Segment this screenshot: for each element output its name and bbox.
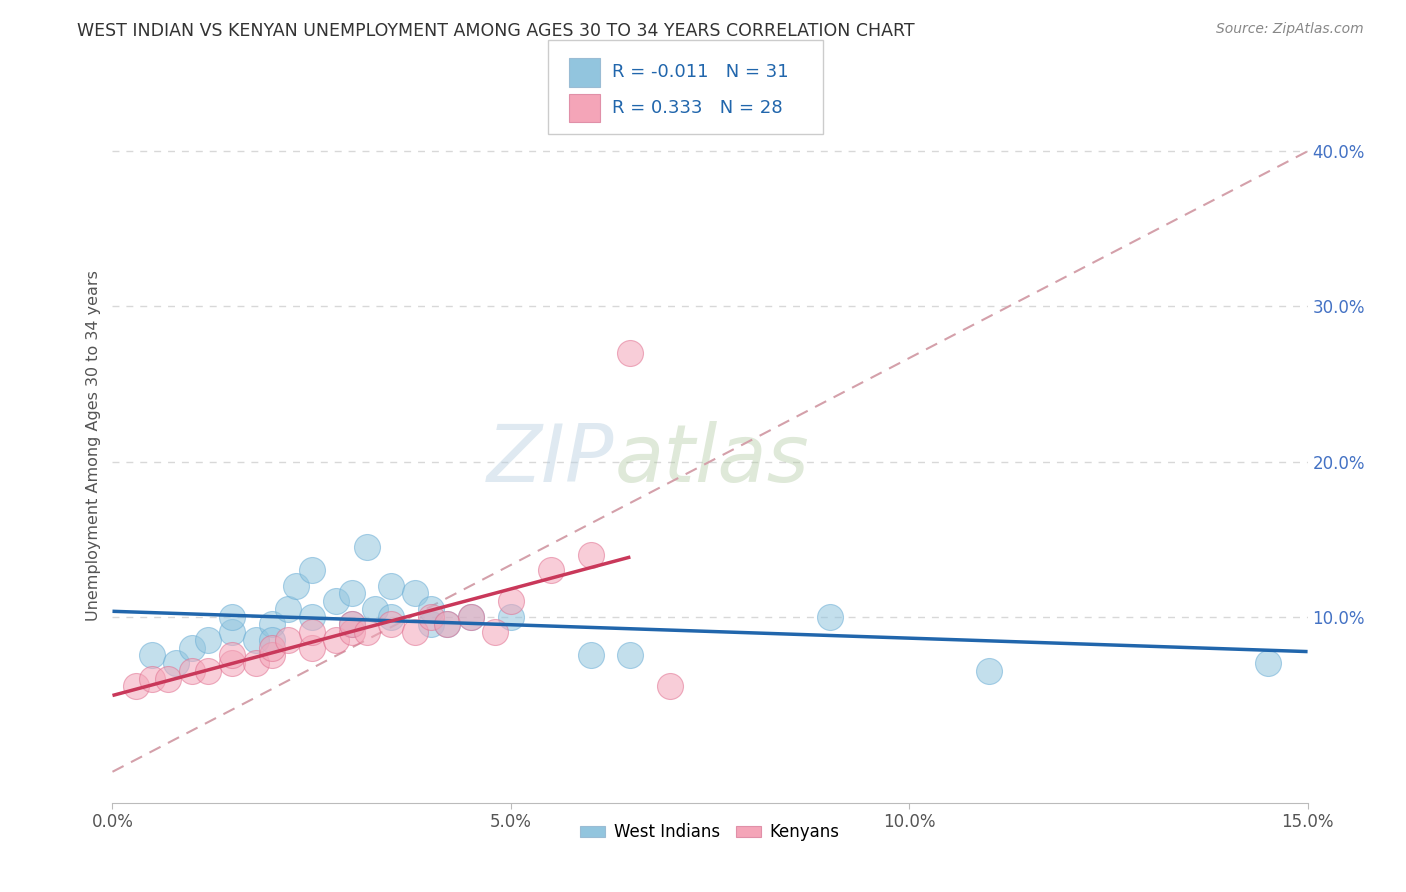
Point	[380, 617, 402, 632]
Point	[356, 540, 378, 554]
Point	[277, 602, 299, 616]
Point	[221, 648, 243, 663]
Point	[540, 563, 562, 577]
Text: R = 0.333   N = 28: R = 0.333 N = 28	[612, 99, 782, 117]
Point	[1257, 656, 1279, 670]
Point	[301, 625, 323, 640]
Point	[404, 586, 426, 600]
Point	[818, 609, 841, 624]
Point	[340, 617, 363, 632]
Text: Source: ZipAtlas.com: Source: ZipAtlas.com	[1216, 22, 1364, 37]
Point	[420, 602, 443, 616]
Point	[340, 625, 363, 640]
Point	[579, 548, 602, 562]
Point	[221, 625, 243, 640]
Point	[157, 672, 180, 686]
Point	[245, 656, 267, 670]
Text: ZIP: ZIP	[486, 421, 614, 500]
Point	[340, 586, 363, 600]
Point	[260, 632, 283, 647]
Point	[499, 609, 522, 624]
Point	[197, 664, 219, 678]
Point	[380, 579, 402, 593]
Point	[165, 656, 187, 670]
Text: atlas: atlas	[614, 421, 810, 500]
Point	[977, 664, 1000, 678]
Point	[499, 594, 522, 608]
Point	[325, 632, 347, 647]
Point	[277, 632, 299, 647]
Text: R = -0.011   N = 31: R = -0.011 N = 31	[612, 63, 789, 81]
Point	[301, 640, 323, 655]
Point	[245, 632, 267, 647]
Point	[221, 656, 243, 670]
Point	[325, 594, 347, 608]
Point	[619, 648, 641, 663]
Point	[356, 625, 378, 640]
Point	[125, 680, 148, 694]
Legend: West Indians, Kenyans: West Indians, Kenyans	[574, 817, 846, 848]
Text: WEST INDIAN VS KENYAN UNEMPLOYMENT AMONG AGES 30 TO 34 YEARS CORRELATION CHART: WEST INDIAN VS KENYAN UNEMPLOYMENT AMONG…	[77, 22, 915, 40]
Point	[460, 609, 482, 624]
Point	[301, 609, 323, 624]
Point	[141, 648, 163, 663]
Point	[579, 648, 602, 663]
Point	[260, 648, 283, 663]
Point	[181, 664, 204, 678]
Point	[301, 563, 323, 577]
Point	[197, 632, 219, 647]
Point	[380, 609, 402, 624]
Point	[420, 617, 443, 632]
Point	[141, 672, 163, 686]
Point	[420, 609, 443, 624]
Point	[436, 617, 458, 632]
Point	[340, 617, 363, 632]
Point	[284, 579, 307, 593]
Point	[436, 617, 458, 632]
Point	[221, 609, 243, 624]
Point	[619, 346, 641, 360]
Point	[364, 602, 387, 616]
Point	[260, 640, 283, 655]
Point	[659, 680, 682, 694]
Point	[181, 640, 204, 655]
Point	[404, 625, 426, 640]
Point	[260, 617, 283, 632]
Point	[484, 625, 506, 640]
Point	[460, 609, 482, 624]
Y-axis label: Unemployment Among Ages 30 to 34 years: Unemployment Among Ages 30 to 34 years	[86, 270, 101, 622]
